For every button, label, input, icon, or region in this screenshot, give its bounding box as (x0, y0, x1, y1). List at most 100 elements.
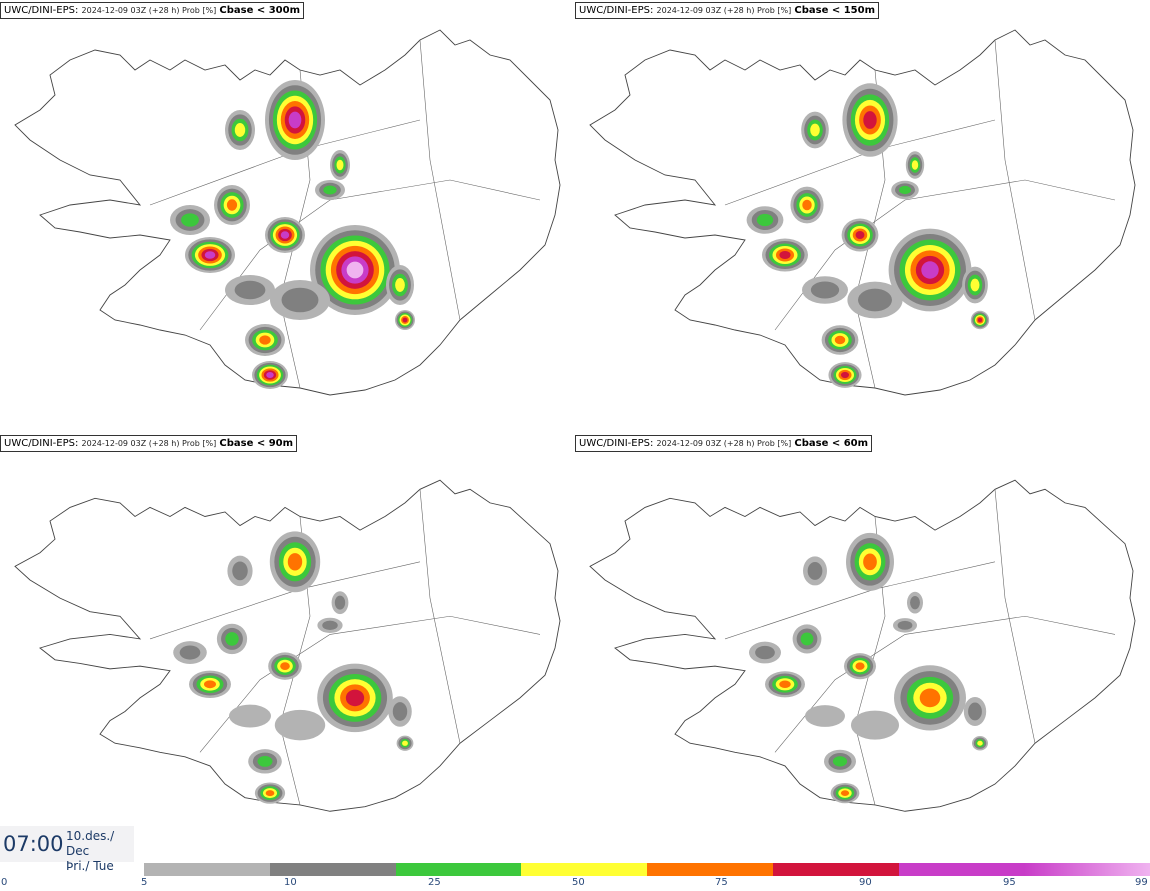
probability-contour (897, 620, 913, 630)
legend-swatch (144, 863, 271, 876)
probability-contour (181, 213, 199, 227)
legend-swatch (1024, 863, 1150, 876)
probability-contour (402, 740, 408, 746)
legend-swatch (772, 863, 899, 876)
legend-tick-label: 5 (141, 877, 148, 888)
legend-tick-label: 99 (1135, 877, 1148, 888)
probability-contour (229, 704, 271, 728)
coastline (14, 29, 561, 396)
probability-contour (851, 710, 899, 740)
probability-contour (204, 680, 216, 689)
map-panel-150m: UWC/DINI-EPS: 2024-12-09 03Z (+28 h) Pro… (575, 0, 1150, 430)
probability-contour (863, 553, 877, 571)
probability-contour (336, 159, 344, 171)
probability-contour (280, 231, 290, 239)
probability-contour (858, 288, 892, 312)
probability-contour (855, 662, 865, 670)
map-iceland (14, 479, 561, 812)
map-iceland (589, 29, 1136, 396)
legend-tick-label: 95 (1003, 877, 1016, 888)
probability-contour (226, 199, 238, 211)
map-panel-300m: UWC/DINI-EPS: 2024-12-09 03Z (+28 h) Pro… (0, 0, 575, 430)
probability-contour (346, 261, 364, 279)
region-boundary (774, 615, 1116, 753)
probability-contour (234, 280, 266, 300)
probability-contour (970, 278, 980, 292)
probability-contour (204, 251, 216, 259)
probability-contour (805, 705, 845, 727)
probability-contour (919, 688, 941, 708)
region-boundary (774, 179, 1116, 331)
map-iceland (14, 29, 561, 396)
probability-contour (779, 680, 791, 689)
probability-contour (921, 261, 939, 279)
probability-contour (288, 111, 302, 129)
probability-contour (225, 632, 239, 646)
coastline (589, 29, 1136, 396)
probability-contour (855, 230, 865, 240)
probability-contour (756, 213, 774, 227)
map-iceland (589, 479, 1136, 812)
legend-tick-label: 25 (428, 877, 441, 888)
probability-contour (910, 595, 920, 610)
probability-contour (402, 317, 408, 323)
region-boundary (419, 39, 461, 321)
map-panel-60m: UWC/DINI-EPS: 2024-12-09 03Z (+28 h) Pro… (575, 433, 1150, 863)
valid-date: 10.des./ Dec Þri./ Tue (66, 829, 115, 873)
valid-time-box: 07:00 10.des./ Dec Þri./ Tue (0, 826, 134, 873)
panel-title: UWC/DINI-EPS: 2024-12-09 03Z (+28 h) Pro… (575, 435, 873, 452)
probability-contour (968, 702, 982, 721)
probability-contour (322, 620, 338, 631)
probability-contour (259, 335, 271, 345)
probability-contour (834, 335, 846, 345)
probability-contour (802, 199, 812, 211)
probability-contour (287, 553, 303, 571)
panel-title: UWC/DINI-EPS: 2024-12-09 03Z (+28 h) Pro… (0, 2, 305, 19)
probability-contour (810, 281, 840, 299)
probability-contour (911, 160, 919, 170)
probability-contour (779, 250, 791, 260)
probability-contour (840, 790, 850, 797)
probability-contour (840, 371, 850, 379)
probability-contour (234, 123, 246, 137)
coastline (589, 479, 1136, 812)
panel-title: UWC/DINI-EPS: 2024-12-09 03Z (+28 h) Pro… (0, 435, 298, 452)
probability-contour (810, 123, 820, 137)
region-boundary (994, 39, 1036, 321)
legend-swatch (395, 863, 522, 876)
probability-contour (179, 645, 201, 660)
probability-contour (863, 111, 877, 129)
probability-contour (232, 561, 248, 581)
probability-contour (392, 702, 408, 721)
probability-contour (755, 645, 775, 660)
probability-contour (807, 561, 823, 580)
probability-contour (977, 740, 983, 746)
region-boundary (994, 489, 1036, 744)
legend-tick-label: 0 (1, 877, 8, 888)
probability-contour (800, 632, 814, 646)
valid-time: 07:00 (3, 832, 64, 856)
legend-swatch (647, 863, 774, 876)
probability-contour (345, 689, 365, 707)
coastline (14, 479, 561, 812)
probability-contour (898, 185, 912, 195)
probability-contour (274, 709, 326, 741)
legend-swatch (521, 863, 648, 876)
probability-contour (265, 790, 275, 797)
legend-tick-label: 90 (859, 877, 872, 888)
probability-contour (323, 185, 337, 195)
legend-tick-label: 50 (572, 877, 585, 888)
panel-title: UWC/DINI-EPS: 2024-12-09 03Z (+28 h) Pro… (575, 2, 880, 19)
region-boundary (199, 615, 541, 753)
map-panel-90m: UWC/DINI-EPS: 2024-12-09 03Z (+28 h) Pro… (0, 433, 575, 863)
probability-contour (280, 662, 290, 671)
color-legend (144, 863, 1150, 876)
probability-contour (977, 317, 983, 323)
legend-swatch (269, 863, 396, 876)
probability-contour (257, 755, 273, 767)
probability-contour (281, 287, 319, 313)
probability-contour (395, 278, 405, 292)
probability-contour (832, 756, 848, 767)
probability-contour (266, 372, 274, 378)
legend-tick-label: 75 (715, 877, 728, 888)
